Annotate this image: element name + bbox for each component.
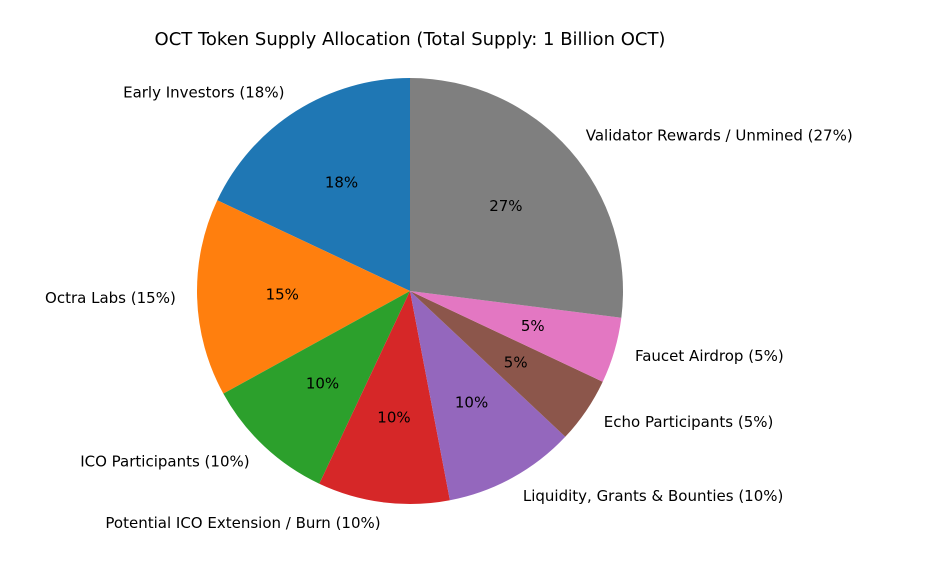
pie-slice (410, 291, 566, 501)
value-label: 10% (377, 408, 410, 426)
pie-slice (197, 200, 410, 394)
value-label: 5% (504, 353, 528, 371)
value-label: 15% (266, 286, 299, 304)
value-label: 27% (489, 197, 522, 215)
value-label: 10% (455, 393, 488, 411)
pie-slice (410, 291, 603, 437)
slice-label: Liquidity, Grants & Bounties (10%) (523, 487, 784, 505)
pie-slice (217, 78, 410, 291)
pie-slice (319, 291, 450, 504)
pie-slice (410, 291, 622, 382)
slice-label: ICO Participants (10%) (80, 452, 249, 470)
slice-label: Echo Participants (5%) (604, 413, 774, 431)
chart-title: OCT Token Supply Allocation (Total Suppl… (155, 29, 666, 50)
value-label: 18% (325, 174, 358, 192)
slice-label: Potential ICO Extension / Burn (10%) (105, 514, 380, 532)
slice-label: Faucet Airdrop (5%) (635, 347, 784, 365)
value-label: 10% (306, 375, 339, 393)
value-label: 5% (521, 317, 545, 335)
slice-label: Octra Labs (15%) (45, 289, 176, 307)
pie-slice (410, 78, 623, 318)
slice-label: Early Investors (18%) (123, 84, 284, 102)
pie-slice (223, 291, 410, 484)
slice-label: Validator Rewards / Unmined (27%) (586, 127, 853, 145)
